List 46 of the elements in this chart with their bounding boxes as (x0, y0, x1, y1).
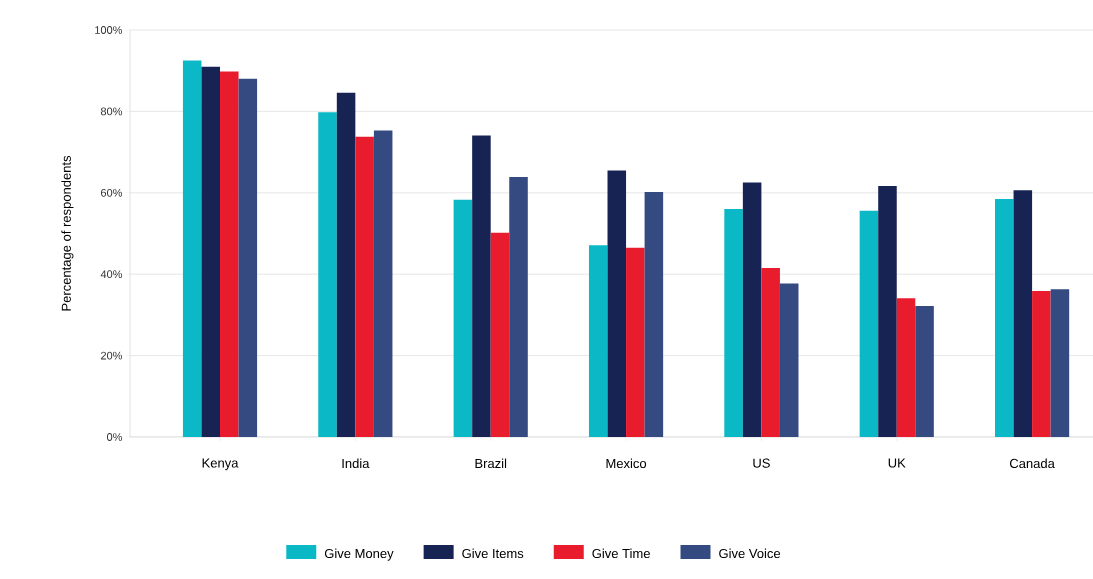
bar (336, 92, 356, 437)
x-tick-label: India (342, 458, 370, 469)
bar (724, 209, 743, 437)
bar (220, 71, 239, 437)
bar (995, 198, 1014, 437)
bar (626, 247, 645, 437)
y-tick-label: 100% (95, 26, 123, 34)
y-axis-title: Percentage of respondents (61, 155, 74, 311)
bar (915, 305, 934, 437)
legend-label: Give Items (462, 548, 524, 559)
bar (1032, 290, 1051, 437)
bar (644, 191, 664, 437)
y-tick-label: 0% (106, 433, 123, 441)
bar (588, 245, 608, 437)
bar (1050, 289, 1070, 437)
x-tick-label: US (753, 458, 770, 468)
bar (355, 136, 374, 437)
bar (182, 60, 202, 437)
bar (490, 232, 510, 437)
bar (318, 112, 337, 437)
x-tick-label: Kenya (202, 458, 239, 471)
bar (878, 185, 897, 437)
y-tick-label: 40% (100, 270, 123, 279)
bar (859, 210, 879, 437)
x-tick-label: UK (888, 458, 906, 468)
x-tick-label: Brazil (475, 458, 507, 469)
x-tick-label: Canada (1009, 458, 1055, 469)
y-tick-label: 80% (100, 107, 123, 116)
x-tick-label: Mexico (606, 458, 647, 469)
bar (896, 298, 916, 437)
bar (238, 78, 258, 437)
bar (201, 66, 221, 437)
bar (742, 182, 762, 437)
bar (509, 176, 528, 437)
bar (607, 170, 627, 437)
bar (761, 268, 780, 437)
legend-label: Give Voice (719, 548, 781, 559)
y-tick-label: 20% (101, 351, 123, 360)
bar (779, 283, 799, 437)
legend-label: Give Money (324, 548, 394, 561)
legend-label: Give Time (592, 548, 650, 559)
bar (1013, 190, 1033, 437)
y-tick-label: 60% (101, 188, 123, 197)
bar (472, 135, 491, 437)
bar (453, 199, 473, 437)
bar (373, 130, 393, 437)
